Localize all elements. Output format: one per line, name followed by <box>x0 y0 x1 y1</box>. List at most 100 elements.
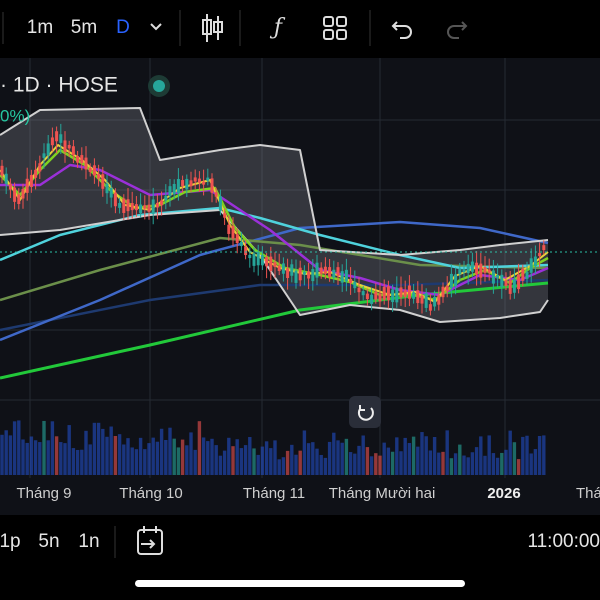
candle-body <box>38 163 42 172</box>
volume-bar <box>235 439 239 475</box>
volume-bar <box>17 420 21 475</box>
candle-body <box>336 267 340 276</box>
volume-bar <box>332 432 336 475</box>
volume-bar <box>0 434 4 475</box>
candle-body <box>290 264 294 276</box>
goto-date-icon[interactable] <box>137 526 163 555</box>
candle-body <box>67 144 71 149</box>
volume-bar <box>96 422 101 475</box>
volume-bar <box>416 446 420 475</box>
candle-body <box>252 253 256 266</box>
range-button[interactable]: 5n <box>38 531 59 552</box>
candle-body <box>126 199 130 212</box>
candle-body <box>370 294 374 304</box>
dropdown-icon[interactable] <box>150 23 162 31</box>
symbol-label: · 1D · HOSE <box>0 74 118 97</box>
volume-bar <box>126 438 130 475</box>
volume-bar <box>214 445 218 475</box>
volume-bar <box>109 426 113 475</box>
candle-body <box>298 267 302 281</box>
interval-button[interactable]: 1m <box>27 17 53 38</box>
candle-body <box>265 257 269 267</box>
candle-body <box>231 226 235 239</box>
volume-bar <box>130 447 134 475</box>
volume-bar <box>348 452 353 475</box>
volume-bar <box>290 444 294 475</box>
volume-bar <box>168 427 172 475</box>
candle-body <box>25 178 29 193</box>
volume-bar <box>449 458 454 475</box>
candle-body <box>130 202 134 211</box>
candle-body <box>13 187 17 202</box>
candle-body <box>412 292 416 299</box>
candle-body <box>269 256 273 272</box>
candle-body <box>21 188 25 199</box>
indicators-icon[interactable]: ƒ <box>269 15 286 40</box>
candle-body <box>491 270 495 284</box>
candle-body <box>0 165 4 176</box>
volume-bar <box>294 454 298 475</box>
candle-body <box>395 287 399 303</box>
candle-body <box>382 286 386 300</box>
volume-bar <box>138 437 143 475</box>
candle-body <box>193 177 197 182</box>
ma-line <box>0 220 549 342</box>
volume-bar <box>445 430 449 475</box>
candle-body <box>458 268 462 275</box>
range-button[interactable]: 1n <box>78 531 99 552</box>
volume-bar <box>12 421 17 475</box>
volume-bar <box>151 437 155 475</box>
x-label: Tháng 11 <box>243 485 305 502</box>
candle-body <box>307 271 311 279</box>
change-label: 0%) <box>0 106 30 125</box>
candle-body <box>218 196 222 211</box>
candle-body <box>441 286 445 298</box>
interval-button[interactable]: 5m <box>71 17 97 38</box>
volume-bar <box>25 442 29 475</box>
candle-body <box>147 204 151 212</box>
volume-bar <box>319 454 323 475</box>
volume-bar <box>180 439 185 475</box>
volume-bar <box>29 436 34 475</box>
home-indicator <box>135 580 465 587</box>
layout-icon[interactable] <box>323 16 347 40</box>
volume-bar <box>63 443 67 475</box>
clock: 11:00:00 <box>527 531 600 552</box>
candle-body <box>101 174 105 189</box>
candle-body <box>4 173 8 184</box>
candle-body <box>403 290 407 297</box>
candle-body <box>487 269 491 273</box>
candle-body <box>294 270 298 283</box>
candle-body <box>239 241 243 247</box>
candle-body <box>227 224 231 234</box>
candle-body <box>113 192 117 207</box>
candle-body <box>525 271 529 279</box>
candle-body <box>189 180 193 187</box>
volume-bar <box>504 449 508 475</box>
volume-bar <box>231 446 235 475</box>
undo-icon[interactable] <box>391 21 412 39</box>
volume-bar <box>277 459 281 475</box>
ma-line <box>0 163 549 297</box>
interval-button[interactable]: D <box>116 17 130 38</box>
x-axis: Tháng 9 Tháng 10 Tháng 11 Tháng Mười hai… <box>16 485 600 502</box>
candle-body <box>328 267 332 278</box>
reset-button[interactable] <box>349 396 381 428</box>
volume-bar <box>336 440 340 475</box>
volume-bar <box>462 455 466 475</box>
volume-bar <box>411 436 416 475</box>
candle-body <box>84 157 88 170</box>
candle-body <box>353 281 357 289</box>
candle-body <box>80 155 84 163</box>
candle-body <box>454 274 458 287</box>
volume-bar <box>50 421 55 475</box>
volume-bar <box>193 449 197 475</box>
volume-bar <box>512 442 517 475</box>
volume-bar <box>59 442 63 475</box>
volume-bar <box>197 421 202 475</box>
range-button[interactable]: 1p <box>0 531 21 552</box>
volume-bar <box>315 448 319 475</box>
redo-icon[interactable] <box>447 21 468 39</box>
chart-type-icon[interactable] <box>202 14 223 42</box>
